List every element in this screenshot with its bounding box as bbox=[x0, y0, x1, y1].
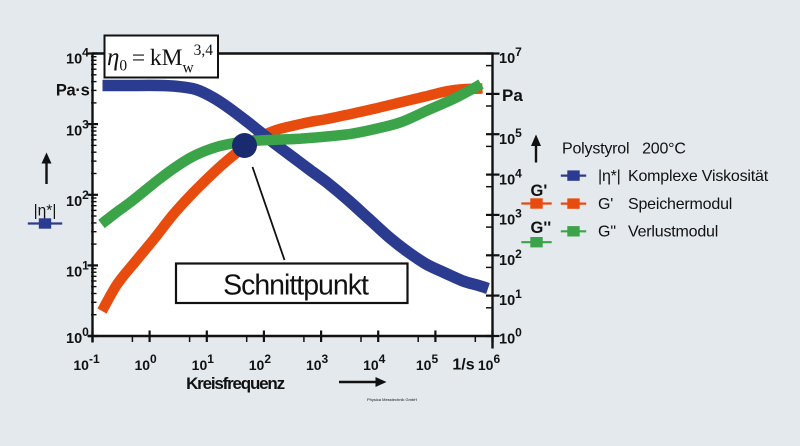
svg-text:Polystyrol 200°C: Polystyrol 200°C bbox=[562, 141, 686, 158]
svg-text:G': G' bbox=[598, 196, 613, 213]
svg-text:100: 100 bbox=[134, 352, 157, 373]
svg-text:Komplexe Viskosität: Komplexe Viskosität bbox=[628, 168, 769, 185]
svg-text:η0 = kMw3,4: η0 = kMw3,4 bbox=[107, 42, 213, 77]
svg-text:105: 105 bbox=[416, 352, 439, 373]
svg-text:|η*|: |η*| bbox=[598, 168, 621, 185]
svg-text:1/s: 1/s bbox=[452, 357, 474, 374]
svg-text:101: 101 bbox=[192, 352, 215, 373]
svg-text:Pa·s: Pa·s bbox=[56, 82, 90, 100]
svg-text:G'': G'' bbox=[531, 219, 552, 237]
svg-text:106: 106 bbox=[478, 352, 501, 373]
svg-text:Physica Messtechnik GmbH: Physica Messtechnik GmbH bbox=[367, 397, 417, 402]
svg-text:Speichermodul: Speichermodul bbox=[628, 196, 732, 213]
svg-text:Kreisfrequenz: Kreisfrequenz bbox=[186, 374, 284, 393]
svg-text:104: 104 bbox=[363, 352, 386, 373]
svg-text:103: 103 bbox=[306, 352, 329, 373]
svg-text:|η*|: |η*| bbox=[34, 203, 57, 220]
svg-text:Pa: Pa bbox=[502, 86, 523, 105]
svg-text:G': G' bbox=[531, 182, 548, 200]
svg-text:Verlustmodul: Verlustmodul bbox=[628, 224, 718, 241]
svg-text:102: 102 bbox=[249, 352, 272, 373]
svg-text:G'': G'' bbox=[598, 224, 616, 241]
svg-text:10-1: 10-1 bbox=[73, 352, 100, 373]
svg-text:Schnittpunkt: Schnittpunkt bbox=[223, 270, 369, 302]
